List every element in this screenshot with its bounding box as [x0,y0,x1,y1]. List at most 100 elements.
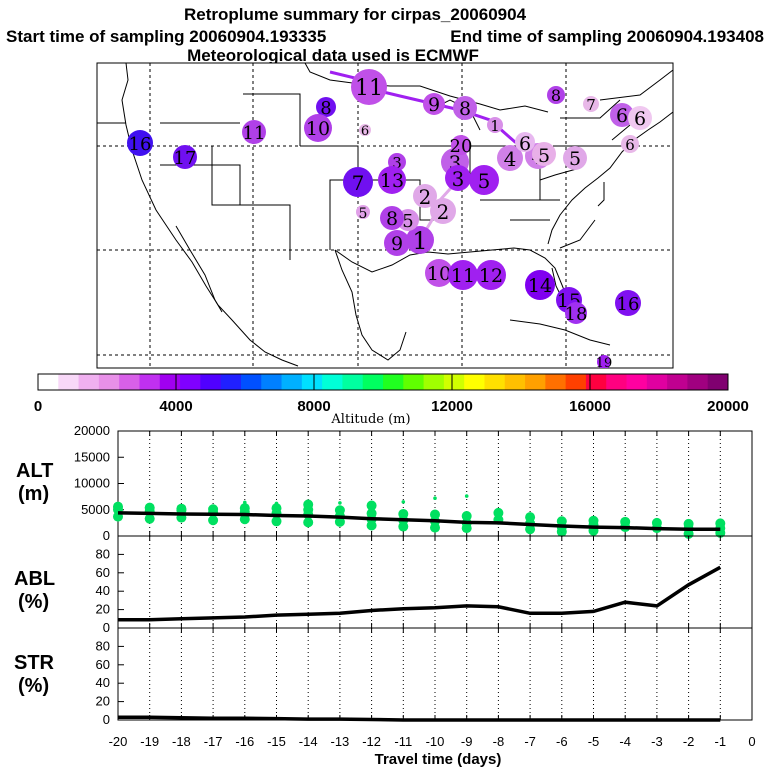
colorbar-tick-label: 0 [34,398,42,415]
plume-point-label: 2 [419,185,432,209]
panel-x-tick-label: -20 [109,734,128,749]
plume-point-label: 14 [528,275,552,297]
plume-point-marker [406,226,434,254]
panel-x-tick-label: -9 [461,734,473,749]
colorbar-cell [322,374,343,390]
panel-x-tick-label: -3 [651,734,663,749]
colorbar-cell [362,374,384,390]
particle-altitude-point [430,522,440,533]
altitude-colorbar: 0 4000 8000 12000 16000 20000 Altitude (m) [34,373,749,427]
plume-point-label: 5 [538,145,550,167]
colorbar-tick-label: 8000 [297,398,330,415]
plume-point: 11 [351,69,387,105]
panel-x-tick-label: -18 [172,734,191,749]
particle-altitude-point [461,523,472,534]
particle-altitude-point [274,501,279,506]
panel-y-tick-label: 0 [103,712,110,727]
plume-point-label: 8 [320,98,331,119]
panel-x-tick-label: -7 [524,734,536,749]
panel-y-tick-label: 0 [103,528,110,543]
plume-point: 14 [525,270,555,300]
plume-point: 4 [497,145,523,171]
panel-x-tick-label: -19 [140,734,159,749]
plume-point: 2 [430,198,456,224]
panel-x-tick-label: -1 [715,734,727,749]
colorbar-cell [78,374,100,390]
panel-y-tick-label: 60 [96,565,110,580]
plume-point-label: 5 [359,206,368,222]
panel-x-tick-label: -16 [235,734,254,749]
panel-frame [117,535,753,629]
colorbar-cells [38,374,729,390]
particle-altitude-point [113,501,123,512]
plume-point: 9 [384,230,410,256]
start-time-label: Start time of sampling 20060904.193335 [6,27,326,46]
plume-point-marker [453,96,477,120]
panel-y-tick-label: 5000 [81,502,110,517]
plume-point-marker [316,97,336,117]
plume-point-marker [380,206,404,230]
particle-altitude-point [525,512,536,523]
plume-point: 6 [610,103,634,127]
particle-altitude-point [430,509,440,520]
plume-point-label: 5 [402,211,413,232]
colorbar-cell [240,374,262,390]
plume-point-label: 6 [361,124,369,139]
plume-point-marker [615,290,641,316]
plume-point-label: 9 [391,233,403,255]
plume-point: 16 [127,130,153,156]
plume-point: 19 [596,355,612,368]
panel-x-tick-label: -13 [331,734,350,749]
particle-altitude-point [398,521,409,532]
colorbar-cell [646,374,668,390]
panel-x-tick-label: -5 [588,734,600,749]
plume-point-marker [242,120,266,144]
plume-point-marker [304,114,332,142]
particle-altitude-point [144,513,155,524]
met-data-label: Meteorological data used is ECMWF [187,46,479,65]
plume-point: 5 [563,146,587,170]
plume-point: 8 [380,206,404,230]
colorbar-cell [38,374,59,390]
map-panel: 1 1 2 2 3 3 3 4 4 5 5 5 5 5 6 6 6 6 6 7 [96,62,674,369]
colorbar-cell [119,374,140,390]
alt-panel: 0 5000 10000 15000 20000 [74,423,753,543]
plume-point-label: 7 [586,96,596,114]
colorbar-cell [504,374,526,390]
plume-point: 11 [448,260,478,290]
map-coastlines [97,63,673,367]
particle-altitude-point [401,500,406,504]
plume-point-marker [451,135,471,155]
plume-point-label: 20 [450,136,473,157]
plume-point-marker [525,270,555,300]
colorbar-cell [545,374,567,390]
colorbar-cell [281,374,303,390]
particle-altitude-point [208,504,219,515]
abl-panel: 0 20 40 60 80 [96,535,753,635]
colorbar-cell [342,374,364,390]
abl-panel-label-2: (%) [18,591,49,613]
colorbar-cell [626,374,648,390]
plume-point-label: 10 [427,263,451,285]
colorbar-cell [687,374,709,390]
plume-point: 13 [378,166,406,194]
figure-title: Retroplume summary for cirpas_20060904 [184,5,527,24]
colorbar-ticks: 0 4000 8000 12000 16000 20000 [34,374,749,415]
plume-point-marker [378,166,406,194]
plume-point-marker [547,86,565,104]
plume-point: 7 [343,167,373,197]
particle-altitude-point [398,508,409,519]
plume-point-marker [173,145,197,169]
plume-point-label: 5 [569,148,581,170]
particle-altitude-point [556,516,567,527]
plume-point: 7 [583,96,599,114]
plume-point-label: 17 [174,148,197,169]
colorbar-cell [383,374,404,390]
plume-point: 12 [476,260,506,290]
plume-point-marker [127,130,153,156]
panel-y-tick-label: 20 [96,602,110,617]
plume-point: 6 [359,124,371,139]
plume-point: 8 [453,96,477,120]
panel-frame [117,627,753,721]
